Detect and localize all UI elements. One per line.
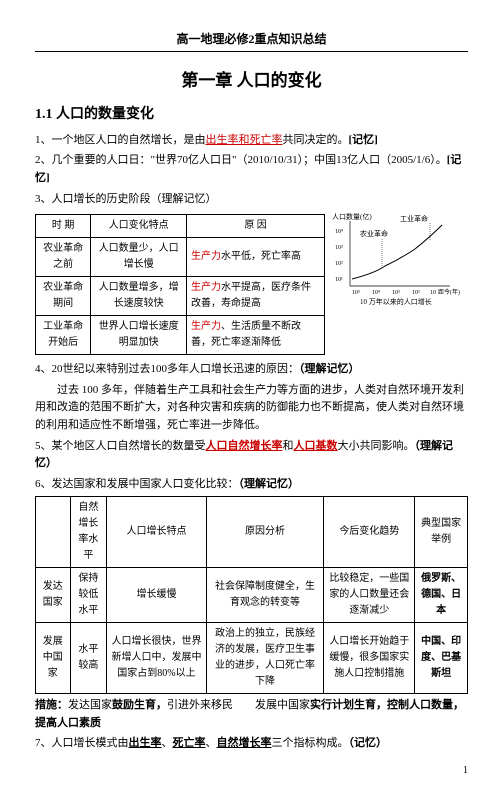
para-7: 措施：发达国家鼓励生育，引进外来移民 发展中国家实行计划生育，控制人口数量，提高… <box>35 697 468 732</box>
chart-x5: 10 <box>430 290 436 296</box>
t1-r1c3a: 生产力 <box>191 251 221 262</box>
p1-tag: [记忆] <box>349 134 378 146</box>
page-header: 高一地理必修2重点知识总结 <box>35 30 468 52</box>
t2-r1c4: 社会保障制度健全，生育观念的转变等 <box>206 568 324 623</box>
chart-y3: 10³ <box>335 245 343 251</box>
p7c: 鼓励生育， <box>112 699 167 711</box>
p8-c1: 、 <box>162 737 173 749</box>
t1-r3c1: 工业革命开始后 <box>36 316 91 355</box>
para-1: 1、一个地区人口的自然增长，是由出生率和死亡率共同决定的。[记忆] <box>35 132 468 150</box>
t2-h6: 典型国家举例 <box>415 497 468 568</box>
t1-h2: 人口变化特点 <box>91 215 187 238</box>
p8-c2: 、 <box>206 737 217 749</box>
history-table: 时 期 人口变化特点 原 因 农业革命之前 人口数量少，人口增长慢 生产力水平低… <box>35 214 325 355</box>
t2-h3: 人口增长特点 <box>107 497 206 568</box>
t2-h4: 原因分析 <box>206 497 324 568</box>
t2-r2c5: 人口增长开始趋于缓慢，很多国家实施人口控制措施 <box>324 623 415 694</box>
t1-r2c3: 生产力水平提高，医疗条件改善，寿命提高 <box>187 277 325 316</box>
p7d: 引进外来移民 <box>167 699 233 711</box>
t1-r1c2: 人口数量少，人口增长慢 <box>91 238 187 277</box>
t2-r2c3: 人口增长很快，世界新增人口中，发展中国家占到80%以上 <box>107 623 206 694</box>
t2-r2c1: 发展中国家 <box>36 623 71 694</box>
p5-post: 大小共同影响。 <box>338 440 415 452</box>
t2-r2c2: 水平较高 <box>70 623 107 694</box>
p8-k1: 出生率 <box>129 737 162 749</box>
chart-x2: 10⁴ <box>372 290 380 296</box>
page-number: 1 <box>35 763 468 779</box>
t2-h2: 自然增长率水平 <box>70 497 107 568</box>
chart-agr-label: 农业革命 <box>360 229 388 238</box>
p5-pre: 5、某个地区人口自然增长的数量受 <box>35 440 206 452</box>
t1-h1: 时 期 <box>36 215 91 238</box>
para-4-body: 过去 100 多年，伴随着生产工具和社会生产力等方面的进步，人类对自然环境开发利… <box>35 382 468 435</box>
p6-tag: （理解记忆） <box>239 478 300 490</box>
compare-table: 自然增长率水平 人口增长特点 原因分析 今后变化趋势 典型国家举例 发达国家 保… <box>35 496 468 694</box>
p8-post: 三个指标构成。 <box>272 737 349 749</box>
t2-r1c1: 发达国家 <box>36 568 71 623</box>
p1-key: 出生率和死亡率 <box>206 134 283 146</box>
para-6: 6、发达国家和发展中国家人口变化比较：（理解记忆） <box>35 476 468 494</box>
p7e: 发展中国家 <box>255 699 310 711</box>
p1-post: 共同决定的。 <box>283 134 349 146</box>
t1-r2c3a: 生产力 <box>191 282 221 293</box>
t1-r1c3b: 水平低，死亡率高 <box>221 251 301 262</box>
t2-h1 <box>36 497 71 568</box>
p7b: 发达国家 <box>68 699 112 711</box>
t1-r3c2: 世界人口增长速度明显加快 <box>91 316 187 355</box>
chart-y1: 10¹ <box>335 277 343 283</box>
p1-pre: 1、一个地区人口的自然增长，是由 <box>35 134 206 146</box>
p7a: 措施： <box>35 699 68 711</box>
p5-mid: 和 <box>283 440 294 452</box>
p8-pre: 7、人口增长模式由 <box>35 737 129 749</box>
chart-ind-label: 工业革命 <box>400 214 428 223</box>
chart-panel: 人口数量(亿) 工业革命 农业革命 10⁴ 10³ 10² 10¹ 10⁵ 10… <box>330 211 465 313</box>
t1-h3: 原 因 <box>187 215 325 238</box>
p5-k1: 人口自然增长率 <box>206 440 283 452</box>
p4-pre: 4、20世纪以来特别过去100多年人口增长迅速的原因： <box>35 363 299 375</box>
p2-text: 2、几个重要的人口日："世界70亿人口日"（2010/10/31）；中国13亿人… <box>35 154 447 166</box>
chart-xr: 距今(年) <box>438 288 460 296</box>
chart-y2: 10² <box>335 261 343 267</box>
t2-r1c5: 比较稳定，一些国家的人口数量还会逐渐减少 <box>324 568 415 623</box>
t2-r1c6: 俄罗斯、德国、日本 <box>415 568 468 623</box>
chart-x1: 10⁵ <box>352 290 360 296</box>
t1-r1c3: 生产力水平低，死亡率高 <box>187 238 325 277</box>
t1-r3c3: 生产力、生活质量不断改善，死亡率逐渐降低 <box>187 316 325 355</box>
para-3: 3、人口增长的历史阶段（理解记忆） <box>35 191 468 209</box>
p8-tag: （记忆） <box>349 737 388 749</box>
t2-r1c2: 保持较低水平 <box>70 568 107 623</box>
chart-x4: 10² <box>412 290 420 296</box>
section-title: 1.1 人口的数量变化 <box>35 104 468 126</box>
t1-r1c1: 农业革命之前 <box>36 238 91 277</box>
para-4: 4、20世纪以来特别过去100多年人口增长迅速的原因：（理解记忆） <box>35 361 468 379</box>
t2-r2c4: 政治上的独立，民族经济的发展，医疗卫生事业的进步，人口死亡率下降 <box>206 623 324 694</box>
t1-r2c1: 农业革命期间 <box>36 277 91 316</box>
t2-h5: 今后变化趋势 <box>324 497 415 568</box>
p5-k2: 人口基数 <box>294 440 338 452</box>
population-chart: 人口数量(亿) 工业革命 农业革命 10⁴ 10³ 10² 10¹ 10⁵ 10… <box>330 211 465 306</box>
t2-r2c6: 中国、印度、巴基斯坦 <box>415 623 468 694</box>
chart-ylabel: 人口数量(亿) <box>332 212 372 221</box>
p6-text: 6、发达国家和发展中国家人口变化比较： <box>35 478 239 490</box>
p8-k3: 自然增长率 <box>217 737 272 749</box>
t1-r2c2: 人口数量增多，增长速度较快 <box>91 277 187 316</box>
p4-tag: （理解记忆） <box>299 363 360 375</box>
chapter-title: 第一章 人口的变化 <box>35 67 468 94</box>
chart-caption: 10 万年以来的人口增长 <box>360 297 432 306</box>
para-8: 7、人口增长模式由出生率、死亡率、自然增长率三个指标构成。（记忆） <box>35 735 468 753</box>
chart-y4: 10⁴ <box>335 229 343 235</box>
t2-r1c3: 增长缓慢 <box>107 568 206 623</box>
p8-k2: 死亡率 <box>173 737 206 749</box>
para-5: 5、某个地区人口自然增长的数量受人口自然增长率和人口基数大小共同影响。（理解记忆… <box>35 438 468 473</box>
t1-r3c3a: 生产力 <box>191 321 221 332</box>
chart-x3: 10³ <box>392 290 400 296</box>
para-2: 2、几个重要的人口日："世界70亿人口日"（2010/10/31）；中国13亿人… <box>35 152 468 187</box>
